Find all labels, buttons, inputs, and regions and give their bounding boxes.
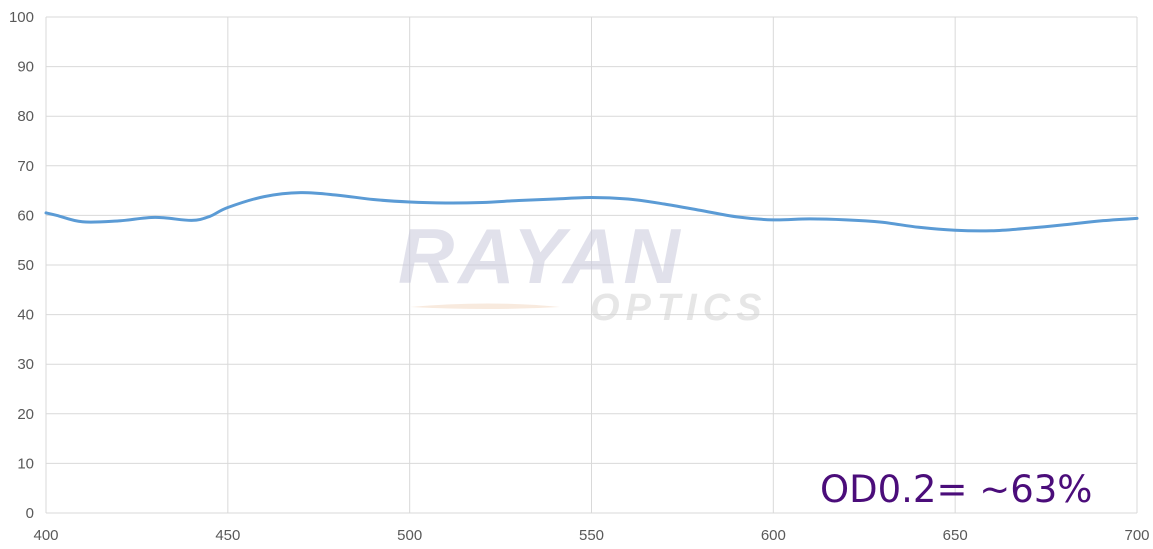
od-annotation: OD0.2= ~63% [820,468,1092,511]
x-tick-label: 450 [215,527,240,544]
watermark-brand: RAYAN [398,212,684,300]
y-tick-label: 90 [17,59,34,76]
grid-lines [45,16,1138,514]
series-group [44,191,1139,233]
y-tick-label: 0 [26,505,34,522]
y-tick-label: 50 [17,257,34,274]
y-tick-label: 100 [9,9,34,26]
x-tick-label: 500 [397,527,422,544]
watermark-swoosh [410,303,560,309]
x-axis-ticks: 400 450 500 550 600 650 700 [33,527,1149,544]
x-tick-label: 600 [761,527,786,544]
y-tick-label: 40 [17,307,34,324]
transmission-line [44,191,1139,233]
y-axis-ticks: 0 10 20 30 40 50 60 70 80 90 100 [9,9,34,522]
watermark-sub: OPTICS [590,287,767,329]
y-tick-label: 20 [17,406,34,423]
x-tick-label: 700 [1124,527,1149,544]
x-tick-label: 550 [579,527,604,544]
y-tick-label: 70 [17,158,34,175]
x-tick-label: 400 [33,527,58,544]
y-tick-label: 10 [17,455,34,472]
y-tick-label: 80 [17,108,34,125]
y-tick-label: 30 [17,356,34,373]
x-tick-label: 650 [943,527,968,544]
y-tick-label: 60 [17,207,34,224]
watermark-logo: RAYAN OPTICS [398,212,767,329]
